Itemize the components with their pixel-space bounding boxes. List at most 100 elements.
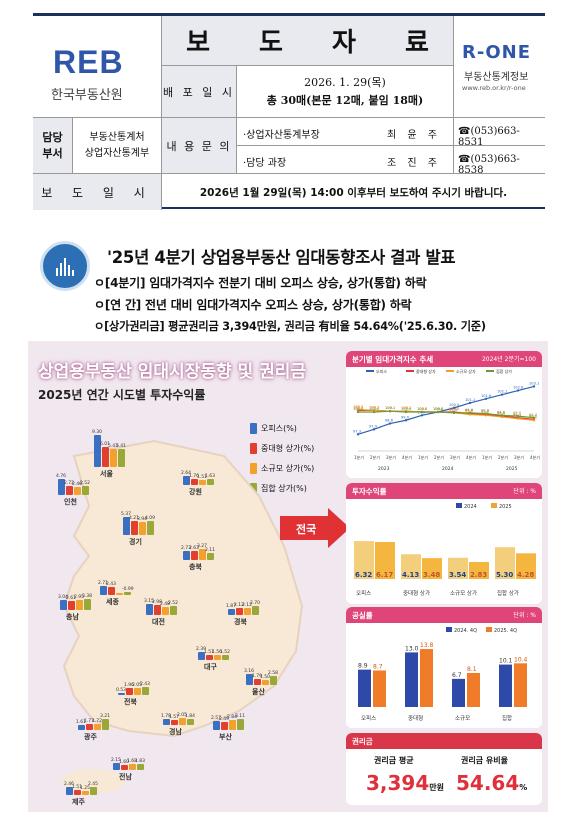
region-bar-label: 1.63 [205, 474, 216, 480]
vac-value-2024: 13.0 [405, 645, 419, 652]
rent-label-small: 100.1 [385, 406, 395, 410]
dept-label: 담당 부서 [33, 118, 73, 174]
rent-label-office: 101.1 [465, 398, 475, 402]
rent-label-office: 100.0 [433, 407, 444, 411]
release-label: 보 도 일 시 [33, 174, 162, 210]
region-15: 2.15 1.60 1.68 1.83 전남 [111, 736, 157, 782]
region-name: 서울 [100, 470, 113, 478]
national-arrow-icon [280, 508, 350, 548]
region-12: 1.61 1.77 1.72 3.21 광주 [76, 696, 122, 742]
bullet-quarter: ㅇ[4분기] 임대가격지수 전분기 대비 오피스 상승, 상가(통합) 하락 [94, 276, 427, 290]
region-bar [66, 485, 73, 495]
rent-label-small: 100.2 [369, 405, 379, 409]
region-bar [142, 686, 149, 695]
region-bar-label: 5.37 [121, 511, 132, 517]
rent-point-small [532, 419, 536, 422]
region-16: 2.46 1.51 1.25 2.45 제주 [64, 761, 110, 807]
vac-legend-2024-label: 2024. 4Q [454, 628, 477, 634]
rent-line-agg [358, 410, 535, 419]
region-0: 4.76 2.72 2.46 2.52 인천 [56, 461, 102, 507]
investment-chart: 2024 2025 6.32 6.17 오피스 4.13 3.48 중대형 상가 3.54 2.8… [354, 503, 536, 597]
region-6: 3.04 2.61 2.95 3.38 충남 [58, 576, 104, 622]
region-bar-label: 2.46 [72, 481, 83, 487]
region-bar-label: 9.30 [92, 430, 103, 436]
region-bar [222, 654, 229, 660]
rent-point-small [356, 408, 360, 411]
rent-label-agg: 100.0 [417, 407, 428, 411]
rent-x-tick: 4분기 [530, 454, 540, 460]
region-bar [129, 764, 136, 770]
contact-2: ·담당 과장 조 진 주 [237, 146, 454, 174]
region-bar-label: 1.83 [135, 758, 146, 764]
rent-point-small [516, 417, 520, 420]
region-bar [94, 724, 101, 730]
region-bar-label: 1.96 [124, 683, 135, 689]
rent-point-agg [436, 410, 440, 414]
region-bar-label: 2.12 [242, 602, 253, 608]
region-bar [116, 593, 123, 595]
rent-index-chart: 오피스 중대형 상가 소규모 상가 집합 상가 97.3 97.9 98.6 99.0 99.6… [353, 368, 540, 472]
region-bar-label: 5.41 [116, 443, 127, 449]
region-bar-label: 4.76 [56, 473, 67, 479]
region-bar-label: 2.61 [66, 596, 77, 602]
region-bar-label: 1.51 [204, 649, 215, 655]
region-bar-label: 2.72 [64, 480, 75, 486]
region-bar-label: 4.21 [129, 515, 140, 521]
region-bar [66, 786, 73, 795]
premium-ratio-value: 54.64% [456, 771, 528, 795]
region-name: 세종 [106, 598, 119, 606]
region-bar [228, 608, 235, 615]
region-bar [262, 679, 269, 685]
rent-label-mid: 100.0 [417, 407, 428, 411]
reb-logo-mark: REB [53, 44, 124, 80]
rent-label-mid: 99.5 [497, 411, 505, 415]
rent-legend-swatch [486, 370, 494, 372]
inv-value-2024: 6.32 [355, 571, 372, 579]
rent-point-agg [356, 410, 360, 414]
region-bar-label: 2.71 [98, 580, 109, 586]
inv-value-2025: 4.28 [517, 571, 534, 579]
inv-bar-2024 [401, 554, 421, 579]
rent-index-unit: 2024년 2분기=100 [481, 356, 536, 363]
rent-year-label: 2024 [442, 466, 454, 472]
inv-bar-2024 [495, 547, 515, 579]
rent-label-mid: 100.2 [369, 405, 379, 409]
rent-point-agg [388, 409, 392, 413]
region-bar-label: 2.52 [168, 601, 179, 607]
region-bar [58, 478, 65, 495]
distribution-label: 배 포 일 시 [162, 66, 237, 118]
region-bar-label: 3.94 [137, 516, 148, 522]
rent-label-agg: 99.3 [529, 413, 537, 417]
rent-point-agg [484, 412, 488, 415]
vac-category: 소규모 [455, 715, 470, 722]
region-bar-label: 1.51 [197, 474, 208, 480]
region-bar [118, 448, 125, 467]
rent-label-office: 101.6 [481, 394, 492, 398]
region-bar-label: 1.56 [212, 649, 223, 655]
rent-point-office [468, 401, 472, 405]
region-bar-label: 6.01 [100, 441, 111, 447]
region-bar [187, 718, 194, 725]
region-bar [78, 724, 85, 730]
region-bar [207, 479, 214, 485]
rent-line-office [357, 385, 535, 435]
region-bar [100, 585, 107, 595]
region-bar [199, 548, 206, 560]
region-name: 경남 [169, 728, 182, 736]
region-name: 울산 [252, 688, 265, 696]
region-bar [252, 605, 259, 615]
rent-label-small: 100.1 [401, 406, 411, 410]
rent-label-small: 99.4 [497, 412, 506, 416]
region-bar [102, 446, 109, 467]
premium-avg-value: 3,394만원 [366, 771, 444, 795]
rent-legend-label: 집합 상가 [496, 368, 512, 374]
region-bar [60, 599, 67, 610]
region-bar [76, 599, 83, 610]
inv-value-2025: 3.48 [423, 571, 440, 579]
region-bar [198, 651, 205, 660]
region-bar-label: 1.78 [161, 713, 172, 719]
vac-value-2025: 10.4 [514, 656, 528, 663]
inv-category: 집합 상가 [497, 589, 519, 597]
rent-label-mid: 99.8 [465, 409, 474, 413]
vac-legend-2025 [486, 627, 492, 632]
